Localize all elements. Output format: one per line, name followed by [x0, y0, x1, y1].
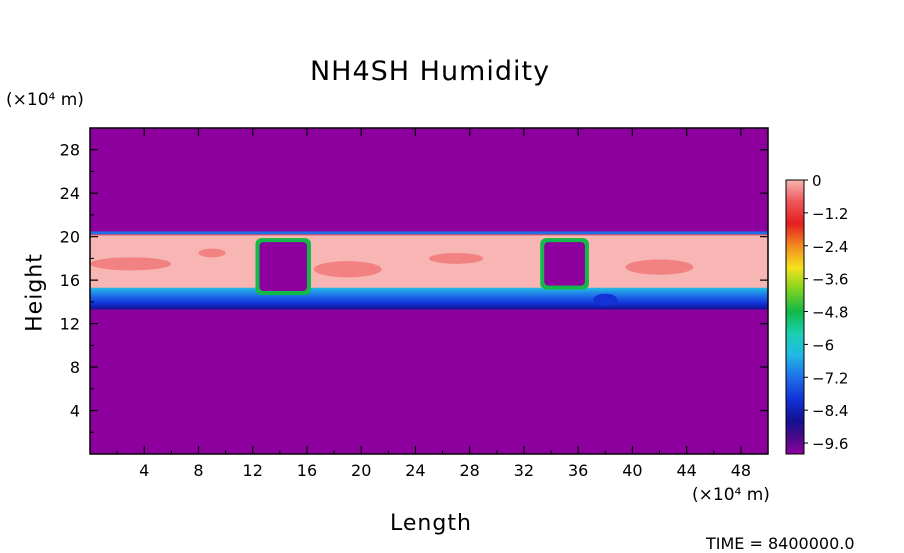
layer-dip — [593, 293, 618, 306]
x-tick-label: 16 — [297, 461, 317, 480]
x-axis-label: Length — [390, 511, 472, 536]
y-tick-label: 4 — [70, 402, 80, 421]
x-tick-label: 4 — [139, 461, 149, 480]
humidity-patch — [198, 248, 226, 258]
y-tick-label: 28 — [60, 141, 80, 160]
y-axis-unit: (×10⁴ m) — [6, 90, 84, 110]
y-tick-label: 12 — [60, 315, 80, 334]
humidity-patch — [625, 259, 694, 275]
plot-frame — [89, 127, 769, 455]
x-tick-label: 44 — [676, 461, 696, 480]
humidity-patch — [89, 257, 172, 271]
humidity-patch — [429, 252, 484, 264]
x-axis-unit: (×10⁴ m) — [692, 485, 770, 505]
chart-title: NH4SH Humidity — [309, 56, 551, 87]
colorbar — [785, 179, 805, 455]
dry-pocket — [259, 242, 307, 291]
humidity-patch — [313, 261, 382, 278]
y-tick-label: 16 — [60, 271, 80, 290]
colorbar-tick-label: −6 — [812, 336, 834, 354]
colorbar-tick-label: −2.4 — [812, 238, 848, 256]
colorbar-tick-label: −1.2 — [812, 205, 848, 223]
colorbar-tick-label: −3.6 — [812, 271, 848, 289]
colorbar-tick-label: 0 — [812, 172, 822, 190]
y-tick-label: 8 — [70, 358, 80, 377]
x-tick-label: 24 — [405, 461, 425, 480]
x-tick-label: 48 — [731, 461, 751, 480]
colorbar-tick-label: −9.6 — [812, 435, 848, 453]
colorbar-tick-label: −7.2 — [812, 369, 848, 387]
dry-pocket — [544, 242, 585, 286]
layer-top-edge — [90, 231, 768, 235]
x-tick-label: 12 — [243, 461, 263, 480]
x-tick-label: 32 — [514, 461, 534, 480]
colorbar-tick-label: −8.4 — [812, 402, 848, 420]
x-tick-label: 36 — [568, 461, 588, 480]
y-tick-label: 20 — [60, 228, 80, 247]
x-tick-label: 20 — [351, 461, 371, 480]
y-tick-label: 24 — [60, 184, 80, 203]
x-tick-label: 8 — [193, 461, 203, 480]
colorbar-tick-label: −4.8 — [812, 304, 848, 322]
x-tick-label: 40 — [622, 461, 642, 480]
x-tick-label: 28 — [460, 461, 480, 480]
